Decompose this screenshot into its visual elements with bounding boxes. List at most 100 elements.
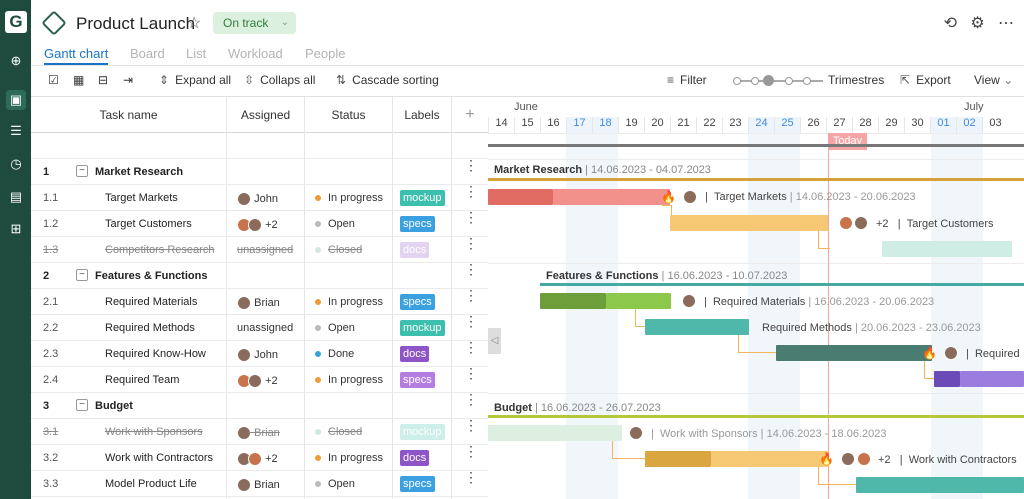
label-badge[interactable]: mockup — [400, 424, 445, 440]
table-row[interactable]: 2 − Features & Functions ⋮ — [31, 262, 488, 289]
table-row[interactable]: 1 − Market Research ⋮ — [31, 157, 488, 185]
label-badge[interactable]: docs — [400, 346, 430, 362]
table-row[interactable]: 2.1 Required Materials Brian In progress… — [31, 287, 488, 315]
status-cell[interactable]: In progress — [315, 452, 383, 464]
label-badge[interactable]: specs — [400, 372, 435, 388]
assignee[interactable]: Brian — [237, 478, 280, 492]
task-name[interactable]: Market Research — [95, 166, 184, 178]
group-summary-bar[interactable] — [488, 178, 1024, 181]
status-cell[interactable]: Open — [315, 478, 355, 490]
task-bar-progress[interactable] — [540, 293, 606, 309]
assignee[interactable]: unassigned — [237, 244, 294, 256]
status-cell[interactable]: Open — [315, 218, 355, 230]
tab-people[interactable]: People — [305, 46, 346, 61]
status-cell[interactable]: In progress — [315, 374, 383, 386]
task-bar-progress[interactable] — [645, 451, 711, 467]
task-name[interactable]: Required Methods — [105, 322, 195, 334]
add-icon[interactable]: ⊕ — [10, 53, 22, 68]
task-bar-progress[interactable] — [934, 371, 960, 387]
task-name[interactable]: Model Product Life — [105, 478, 197, 490]
collapse-group-icon[interactable]: − — [76, 399, 88, 411]
add-column-button[interactable]: + — [452, 97, 488, 133]
label-badge[interactable]: specs — [400, 476, 435, 492]
view-button[interactable]: View ⌄ — [974, 73, 1013, 87]
assignee[interactable]: +2 — [237, 452, 278, 466]
label-badge[interactable]: specs — [400, 216, 435, 232]
app-logo[interactable]: G — [5, 11, 27, 33]
row-menu-icon[interactable]: ⋮ — [464, 209, 478, 225]
row-menu-icon[interactable]: ⋮ — [464, 339, 478, 355]
zoom-step[interactable] — [803, 77, 811, 85]
table-row[interactable]: 3.3 Model Product Life Brian Open specs … — [31, 469, 488, 497]
label-badge[interactable]: mockup — [400, 190, 445, 206]
projects-icon[interactable]: ▣ — [6, 90, 26, 110]
tab-gantt-chart[interactable]: Gantt chart — [44, 46, 109, 65]
tab-list[interactable]: List — [186, 46, 207, 61]
status-cell[interactable]: In progress — [315, 296, 383, 308]
task-bar[interactable] — [960, 371, 1024, 387]
row-menu-icon[interactable]: ⋮ — [464, 313, 478, 329]
row-menu-icon[interactable]: ⋮ — [464, 287, 478, 303]
task-name[interactable]: Target Customers — [105, 218, 192, 230]
table-row[interactable]: 1.1 Target Markets John In progress mock… — [31, 183, 488, 211]
assignee[interactable]: John — [237, 348, 278, 362]
table-row[interactable]: 1.3 Competitors Research unassigned Clos… — [31, 235, 488, 263]
calendar-icon[interactable]: ▦ — [73, 73, 85, 87]
assignee[interactable]: unassigned — [237, 322, 294, 334]
task-bar[interactable] — [776, 345, 932, 361]
task-name[interactable]: Budget — [95, 400, 133, 412]
more-icon[interactable]: ⋯ — [998, 15, 1014, 32]
group-summary-bar[interactable] — [488, 415, 1024, 418]
collapse-all-button[interactable]: ⇳ Collaps all — [244, 73, 315, 87]
task-name[interactable]: Work with Contractors — [105, 452, 213, 464]
assignee[interactable]: Brian — [237, 296, 280, 310]
hierarchy-icon[interactable]: ⊟ — [98, 73, 109, 87]
row-menu-icon[interactable]: ⋮ — [464, 235, 478, 251]
label-badge[interactable]: mockup — [400, 320, 445, 336]
table-row[interactable]: 3 − Budget ⋮ — [31, 392, 488, 419]
gear-icon[interactable]: ⚙ — [970, 15, 985, 32]
table-row[interactable]: 1.2 Target Customers +2 Open specs ⋮ — [31, 209, 488, 237]
task-name[interactable]: Required Team — [105, 374, 180, 386]
zoom-slider-knob[interactable] — [763, 75, 774, 86]
task-bar[interactable] — [670, 215, 828, 231]
status-cell[interactable]: Closed — [315, 244, 362, 256]
history-icon[interactable]: ⟲ — [943, 15, 957, 32]
zoom-step[interactable] — [733, 77, 741, 85]
export-button[interactable]: ⇱ Export — [900, 73, 951, 87]
task-bar[interactable] — [488, 425, 622, 441]
collapse-grid-handle[interactable]: ◁ — [488, 328, 501, 354]
task-name[interactable]: Competitors Research — [105, 244, 215, 256]
tab-board[interactable]: Board — [130, 46, 165, 61]
row-menu-icon[interactable]: ⋮ — [464, 443, 478, 459]
collapse-group-icon[interactable]: − — [76, 269, 88, 281]
group-summary-bar[interactable] — [540, 283, 1024, 286]
label-badge[interactable]: docs — [400, 242, 430, 258]
task-bar[interactable] — [553, 189, 670, 205]
assignee[interactable]: John — [237, 192, 278, 206]
apps-icon[interactable]: ⊞ — [10, 221, 22, 236]
status-cell[interactable]: Closed — [315, 426, 362, 438]
row-menu-icon[interactable]: ⋮ — [464, 365, 478, 381]
task-bar[interactable] — [606, 293, 671, 309]
expand-all-button[interactable]: ⇕ Expand all — [159, 73, 231, 87]
tab-workload[interactable]: Workload — [228, 46, 283, 61]
task-bar[interactable] — [856, 477, 1024, 493]
checkbox-icon[interactable]: ☑ — [48, 73, 59, 87]
indent-icon[interactable]: ⇥ — [123, 73, 134, 87]
column-header-task[interactable]: Task name — [31, 97, 227, 133]
row-menu-icon[interactable]: ⋮ — [464, 469, 478, 485]
task-bar-progress[interactable] — [488, 189, 553, 205]
row-menu-icon[interactable]: ⋮ — [464, 157, 478, 173]
list-icon[interactable]: ☰ — [10, 123, 22, 138]
project-status-dropdown[interactable]: On track ⌄ — [213, 12, 296, 34]
table-row[interactable]: 3.1 Work with Sponsors Brian Closed mock… — [31, 418, 488, 445]
row-menu-icon[interactable]: ⋮ — [464, 183, 478, 199]
column-header-status[interactable]: Status — [305, 97, 393, 133]
task-bar[interactable] — [645, 319, 749, 335]
column-header-assigned[interactable]: Assigned — [227, 97, 305, 133]
time-icon[interactable]: ◷ — [10, 156, 22, 171]
task-name[interactable]: Required Know-How — [105, 348, 206, 360]
table-row[interactable]: 2.3 Required Know-How John Done docs ⋮ — [31, 339, 488, 367]
star-icon[interactable]: ☆ — [187, 15, 202, 32]
